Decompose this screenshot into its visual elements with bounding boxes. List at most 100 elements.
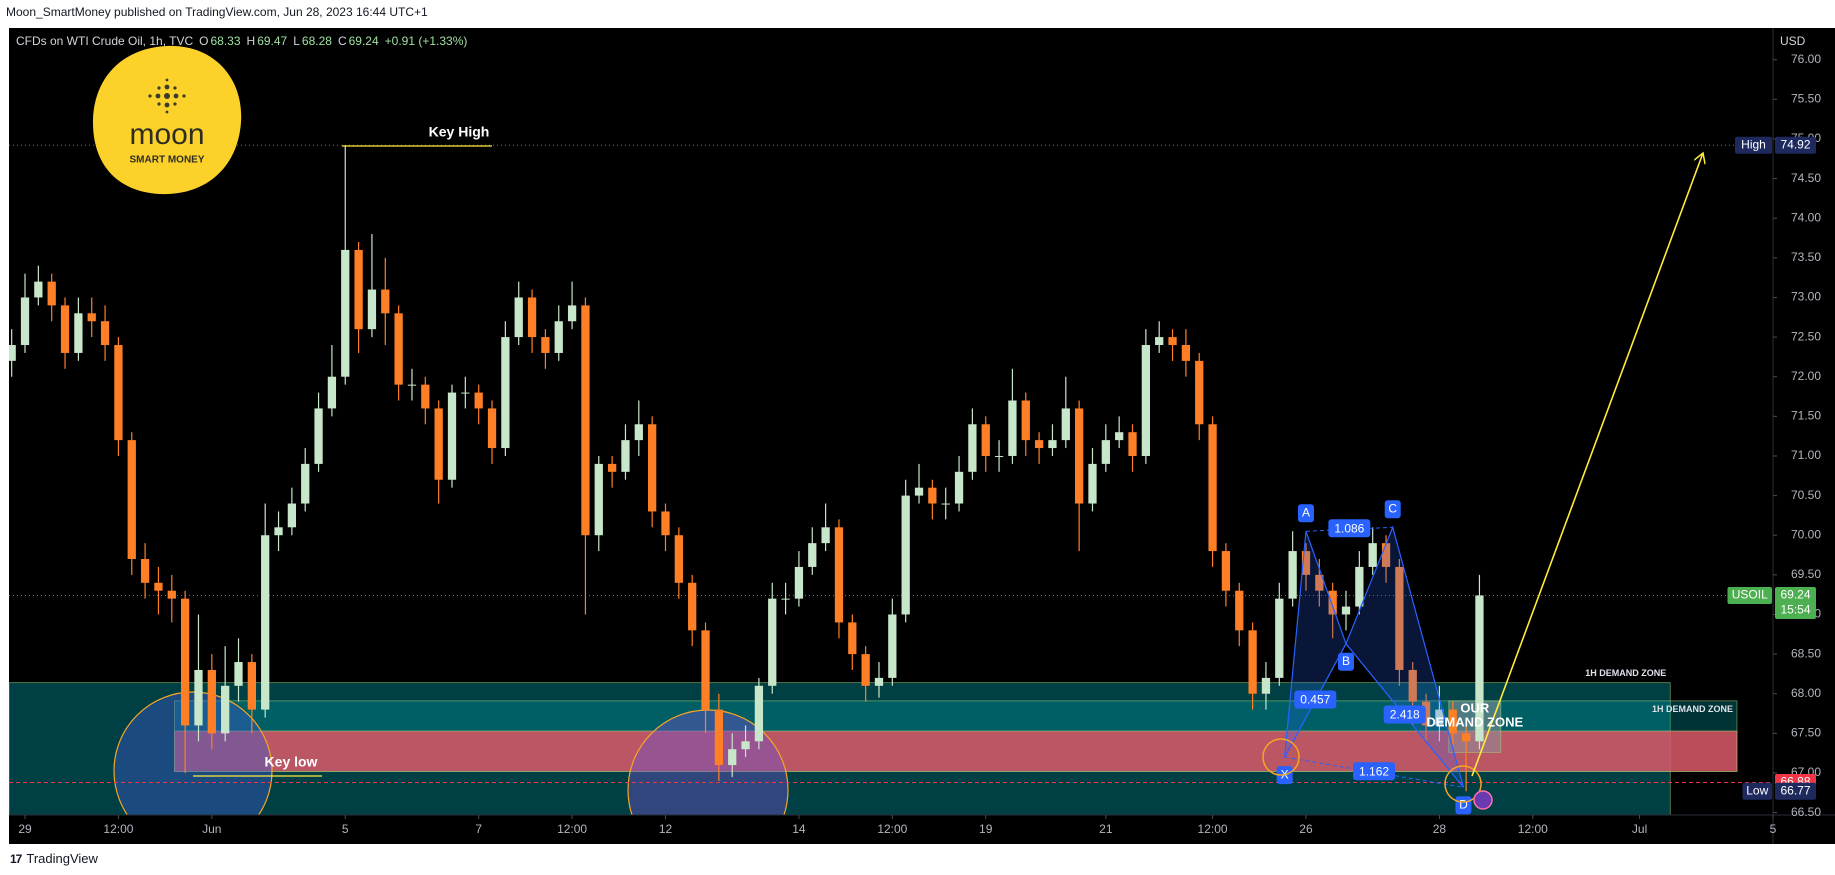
candle-body xyxy=(794,566,804,599)
pattern-point xyxy=(1297,504,1314,523)
y-tick-label: 72.50 xyxy=(1791,329,1821,343)
zone-label: OUR xyxy=(1460,700,1490,715)
candle-body xyxy=(9,345,16,361)
price-badge xyxy=(1775,586,1816,619)
price-badge-label: 74.92 xyxy=(1780,137,1810,151)
candle-body xyxy=(87,313,96,322)
candle-body xyxy=(301,463,310,504)
candle-body xyxy=(1301,551,1311,575)
name-badge-label: Low xyxy=(1746,783,1768,797)
y-tick-label: 67.50 xyxy=(1791,726,1821,740)
candle-body xyxy=(1261,677,1271,694)
x-tick-label: 14 xyxy=(792,822,806,836)
change: +0.91 (+1.33%) xyxy=(384,34,468,48)
candle-body xyxy=(1181,345,1191,361)
y-tick-label: 68.50 xyxy=(1791,646,1821,660)
candle-body xyxy=(954,471,964,504)
ratio-label: 2.418 xyxy=(1390,708,1420,722)
candle-body xyxy=(1328,590,1337,615)
candle-body xyxy=(848,622,857,655)
zone xyxy=(1448,700,1502,753)
x-tick-label: 12:00 xyxy=(1518,822,1548,836)
ohlc-field: C 69.24 xyxy=(338,34,379,48)
candle-body xyxy=(1408,669,1417,702)
x-point-circle xyxy=(1262,738,1300,776)
candle-body xyxy=(567,305,577,322)
candle-body xyxy=(487,408,497,449)
candle-body xyxy=(861,654,870,686)
candle-body xyxy=(1248,630,1257,694)
zone xyxy=(174,730,1738,772)
name-badge xyxy=(1735,136,1772,154)
candle-body xyxy=(648,424,657,512)
candle-body xyxy=(1421,701,1431,726)
x-tick-label: 12:00 xyxy=(1198,822,1228,836)
candle-body xyxy=(994,455,1004,457)
candle-body xyxy=(447,392,457,480)
candle-body xyxy=(234,662,243,686)
candle-body xyxy=(1355,566,1364,607)
footer-icon: 17 xyxy=(10,851,22,866)
candle-body xyxy=(514,297,523,338)
ohlc-field: L 68.28 xyxy=(293,34,332,48)
candle-body xyxy=(661,511,670,536)
y-tick-label: 73.50 xyxy=(1791,250,1821,264)
candle-body xyxy=(1075,408,1084,504)
candle-body xyxy=(140,559,150,583)
candle-body xyxy=(914,487,924,496)
y-tick-label: 72.00 xyxy=(1791,369,1821,383)
candle-body xyxy=(607,463,617,472)
candle-body xyxy=(834,527,844,623)
candle-body xyxy=(1275,598,1284,678)
candle-body xyxy=(1368,543,1377,567)
ratio-box xyxy=(1294,690,1337,709)
ohlc: O 68.33 H 69.47 L 68.28 C 69.24 xyxy=(199,34,379,48)
footer: 17 TradingView xyxy=(10,851,98,866)
candle-body xyxy=(1475,595,1484,742)
candle-body xyxy=(434,408,443,480)
x-tick-label: Jul xyxy=(1632,822,1647,836)
candle-body xyxy=(287,503,297,528)
y-tick-label: 70.50 xyxy=(1791,488,1821,502)
ohlc-value: 68.28 xyxy=(301,34,332,48)
alert-icon[interactable] xyxy=(1473,790,1493,810)
candle-body xyxy=(114,345,123,441)
name-badge-label: High xyxy=(1741,137,1766,151)
candle-body xyxy=(621,440,630,472)
ratio-label: 1.086 xyxy=(1334,521,1364,535)
candle-body xyxy=(394,313,403,385)
ratio-box xyxy=(1353,762,1396,781)
candle-body xyxy=(341,249,350,377)
y-tick-label: 75.50 xyxy=(1791,92,1821,106)
ohlc-key: O xyxy=(199,34,209,48)
candles xyxy=(9,145,1484,792)
candle-body xyxy=(421,384,430,409)
zone-label: 1H DEMAND ZONE xyxy=(1652,704,1733,714)
logo-blob xyxy=(92,45,242,195)
pattern-point-label: A xyxy=(1302,505,1310,519)
name-badge xyxy=(1727,586,1772,604)
countdown-label: 15:54 xyxy=(1780,603,1810,617)
projection-arrow xyxy=(1471,153,1703,777)
name-badge xyxy=(1742,782,1772,800)
candle-body xyxy=(1395,566,1404,670)
key-high-label: Key High xyxy=(429,124,490,140)
x-tick-label: Jun xyxy=(202,822,221,836)
chart-background xyxy=(9,28,1835,844)
price-badge xyxy=(1775,782,1816,800)
y-tick-label: 71.50 xyxy=(1791,409,1821,423)
candle-body xyxy=(594,463,603,536)
candle-body xyxy=(100,321,110,346)
candle-body xyxy=(1115,432,1124,441)
candle-body xyxy=(768,598,777,686)
candle-body xyxy=(1088,463,1097,504)
candle-body xyxy=(1341,606,1351,615)
candle-body xyxy=(688,582,697,631)
ohlc-value: 69.47 xyxy=(257,34,288,48)
y-tick-label: 76.00 xyxy=(1791,52,1821,66)
candle-body xyxy=(47,281,56,306)
y-tick-label: 74.00 xyxy=(1791,210,1821,224)
